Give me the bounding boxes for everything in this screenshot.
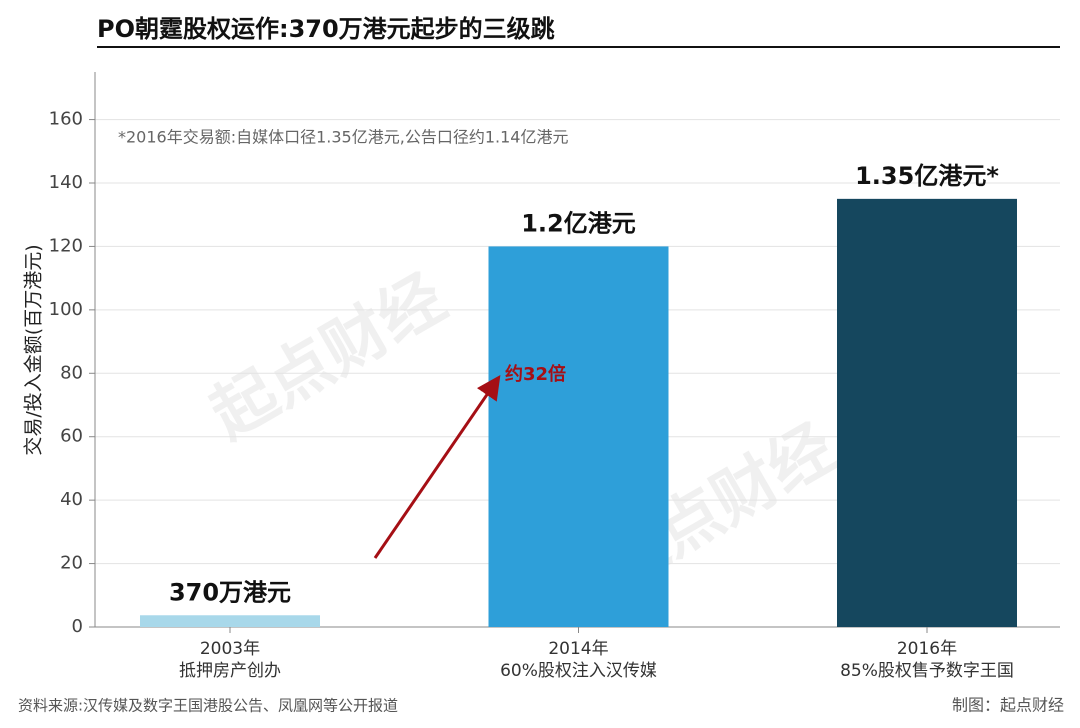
credit: 制图：起点财经 bbox=[952, 696, 1064, 715]
y-tick-label: 160 bbox=[49, 109, 83, 130]
y-tick-label: 40 bbox=[60, 489, 83, 510]
bar bbox=[837, 198, 1017, 627]
annotation-arrow bbox=[373, 375, 501, 559]
bar bbox=[140, 615, 320, 627]
value-label: 370万港元 bbox=[169, 578, 291, 606]
value-label: 1.35亿港元* bbox=[855, 162, 999, 190]
bar bbox=[488, 246, 669, 627]
y-tick-label: 20 bbox=[60, 553, 83, 574]
y-tick-label: 140 bbox=[49, 172, 83, 193]
x-tick-label: 2016年 85%股权售予数字王国 bbox=[840, 639, 1014, 681]
x-tick-label: 2014年 60%股权注入汉传媒 bbox=[500, 639, 657, 681]
y-tick-label: 60 bbox=[60, 426, 83, 447]
chart-title: PO朝霆股权运作:370万港元起步的三级跳 bbox=[97, 15, 555, 43]
note: *2016年交易额:自媒体口径1.35亿港元,公告口径约1.14亿港元 bbox=[118, 128, 568, 147]
x-tick-label: 2003年 抵押房产创办 bbox=[179, 639, 281, 681]
y-axis-label: 交易/投入金额(百万港元) bbox=[23, 244, 45, 455]
watermark: 起点财经 bbox=[199, 261, 458, 453]
y-tick-label: 0 bbox=[72, 616, 83, 637]
y-tick-label: 120 bbox=[49, 235, 83, 256]
y-tick-label: 80 bbox=[60, 362, 83, 383]
annotation: 约32倍 bbox=[505, 363, 566, 385]
y-tick-label: 100 bbox=[49, 299, 83, 320]
value-label: 1.2亿港元 bbox=[521, 209, 636, 237]
source: 资料来源:汉传媒及数字王国港股公告、凤凰网等公开报道 bbox=[18, 697, 398, 715]
